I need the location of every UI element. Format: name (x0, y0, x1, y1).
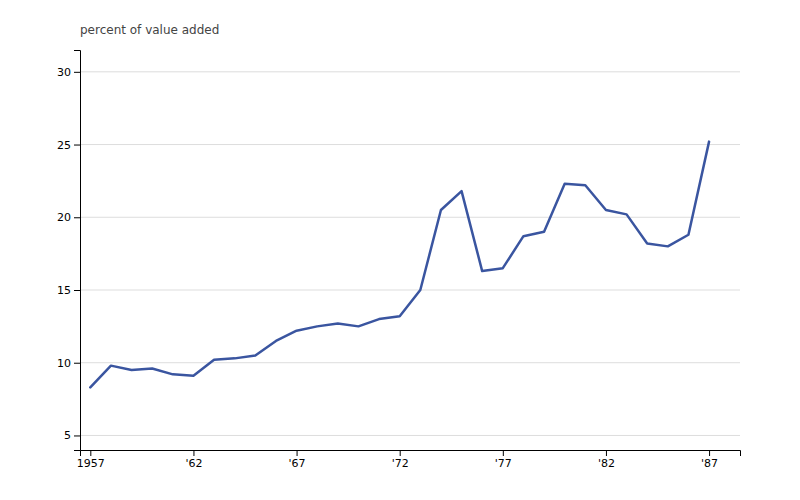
grid-line (80, 217, 740, 218)
x-tick: '87 (701, 450, 718, 470)
y-tick-mark (74, 145, 80, 146)
x-tick-mark (503, 450, 504, 456)
x-tick: 1957 (77, 450, 105, 470)
x-tick: '72 (392, 450, 409, 470)
plot-area: 1957 '62 '67 '72 '77 '82 '87 5 10 15 20 25 30 (57, 51, 741, 470)
x-tick-mark (297, 450, 298, 456)
y-tick-label: 25 (57, 139, 71, 152)
x-tick-label: '87 (701, 457, 718, 470)
x-tick: '82 (598, 450, 615, 470)
grid-line (80, 290, 740, 291)
x-tick: '62 (185, 450, 202, 470)
x-tick-label: 1957 (77, 457, 105, 470)
y-tick: 25 (57, 139, 80, 152)
marks (90, 142, 709, 388)
y-tick-mark (74, 435, 80, 436)
x-tick-label: '82 (598, 457, 615, 470)
y-axis-label: percent of value added (80, 23, 219, 37)
x-tick-label: '62 (185, 457, 202, 470)
x-tick-mark (606, 450, 607, 456)
grid-line (80, 144, 740, 145)
y-tick: 15 (57, 284, 80, 297)
x-tick-mark (709, 450, 710, 456)
x-tick-mark (400, 450, 401, 456)
x-tick-mark (193, 450, 194, 456)
y-tick-label: 10 (57, 357, 71, 370)
y-tick: 5 (64, 429, 80, 442)
x-tick-mark (90, 450, 91, 456)
line (90, 142, 709, 388)
chart: 1957 '62 '67 '72 '77 '82 '87 5 10 15 20 25 30 percent… (0, 0, 800, 500)
y-tick-label: 5 (64, 429, 71, 442)
y-tick-mark (74, 72, 80, 73)
grid (80, 72, 740, 436)
x-tick-label: '77 (495, 457, 512, 470)
y-tick-mark (74, 363, 80, 364)
y-axis: 5 10 15 20 25 30 (57, 51, 81, 451)
y-axis-line (74, 51, 81, 451)
y-tick-label: 20 (57, 211, 71, 224)
x-tick: '77 (495, 450, 512, 470)
x-axis-line (81, 451, 741, 457)
grid-line (80, 71, 740, 72)
y-tick-mark (74, 217, 80, 218)
grid-line (80, 435, 740, 436)
x-axis: 1957 '62 '67 '72 '77 '82 '87 (77, 450, 741, 470)
y-tick-label: 30 (57, 66, 71, 79)
x-tick-label: '67 (289, 457, 306, 470)
y-tick: 30 (57, 66, 80, 79)
grid-line (80, 362, 740, 363)
y-tick-label: 15 (57, 284, 71, 297)
y-tick-mark (74, 290, 80, 291)
y-tick: 10 (57, 357, 80, 370)
y-tick: 20 (57, 211, 80, 224)
x-tick: '67 (289, 450, 306, 470)
x-tick-label: '72 (392, 457, 409, 470)
